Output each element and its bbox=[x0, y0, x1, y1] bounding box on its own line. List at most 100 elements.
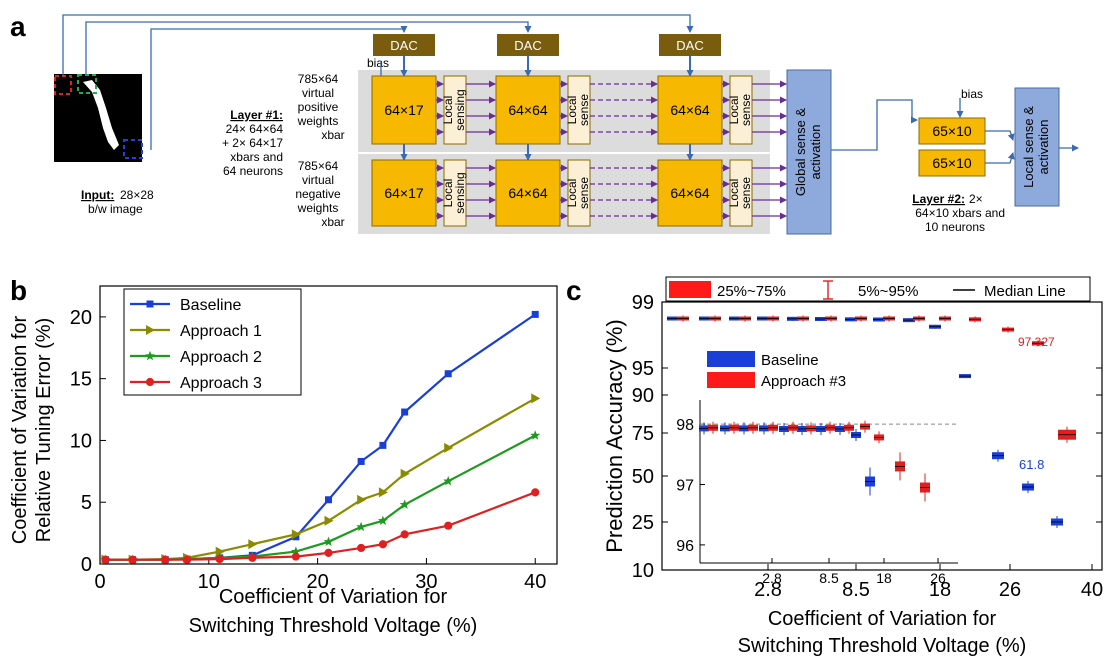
data-point bbox=[161, 555, 170, 564]
x-tick-label: 8.5 bbox=[842, 579, 870, 601]
bias-label: bias bbox=[367, 56, 389, 70]
local-sense-pos-3b: sense bbox=[739, 94, 753, 126]
x-tick-label: 20 bbox=[306, 571, 328, 593]
positive-row: 64×17 Local sensing 64×64 Local sense 64… bbox=[371, 75, 753, 145]
plot-c-inset-legend: Baseline Approach #3 bbox=[707, 351, 846, 390]
legend-iqr: 25%~75% bbox=[717, 283, 786, 300]
panel-b-label: b bbox=[10, 275, 27, 306]
xbar-pos-3: 64×64 bbox=[670, 102, 710, 118]
xbar-neg-2: 64×64 bbox=[508, 185, 548, 201]
dac-3: DAC bbox=[659, 34, 721, 56]
y-tick-label: 75 bbox=[632, 423, 654, 445]
plot-c-ylabel: Prediction Accuracy (%) bbox=[602, 319, 627, 553]
data-point bbox=[531, 310, 539, 318]
y-tick-label: 99 bbox=[632, 292, 654, 314]
local-sensing-neg-b: sensing bbox=[453, 172, 467, 213]
local-sense-pos-3a: Local bbox=[727, 96, 741, 125]
plot-b-xlabel-0: Coefficient of Variation for bbox=[219, 586, 448, 608]
layer2-line-0: 64×10 xbars and bbox=[915, 206, 1005, 220]
data-point bbox=[145, 377, 155, 387]
neg-label-0: 785×64 bbox=[298, 159, 339, 173]
inset-plot: 96 97 98 2.8 8.5 18 26 bbox=[676, 400, 958, 586]
legend-label: Baseline bbox=[180, 297, 241, 314]
layer1-title: Layer #1: bbox=[230, 108, 283, 122]
legend-whisker: 5%~95% bbox=[858, 283, 918, 300]
plot-b-ylabel-1: Relative Tuning Error (%) bbox=[33, 318, 55, 543]
input-caption-2: b/w image bbox=[88, 202, 143, 216]
plot-b-frame bbox=[99, 285, 558, 565]
inset-legend-baseline: Baseline bbox=[761, 352, 819, 369]
l2-sense-line-0: Local sense & bbox=[1021, 106, 1036, 188]
inset-x-tick-label: 26 bbox=[930, 570, 946, 586]
input-caption-bold: Input: bbox=[81, 188, 114, 202]
neg-label-4: xbar bbox=[321, 215, 344, 229]
x-tick-label: 40 bbox=[1081, 579, 1103, 601]
data-point bbox=[444, 370, 452, 378]
pos-label-0: 785×64 bbox=[298, 72, 339, 86]
legend-iqr-swatch bbox=[669, 281, 711, 298]
data-point bbox=[531, 393, 541, 404]
dac-1-label: DAC bbox=[390, 38, 417, 53]
local-sensing-pos-a: Local bbox=[441, 96, 455, 125]
plot-b-ylabel-0: Coefficient of Variation for bbox=[9, 316, 31, 545]
plot-c-xlabel-1: Switching Threshold Voltage (%) bbox=[738, 635, 1027, 657]
sense-connections bbox=[436, 80, 787, 220]
xbar-neg-3: 64×64 bbox=[670, 185, 710, 201]
data-point bbox=[378, 487, 388, 498]
data-point bbox=[379, 441, 387, 449]
layer2-title: Layer #2: bbox=[912, 192, 965, 206]
x-tick-label: 18 bbox=[929, 579, 951, 601]
local-sense-neg-2b: sense bbox=[577, 177, 591, 209]
data-point bbox=[101, 555, 110, 564]
y-tick-label: 25 bbox=[632, 512, 654, 534]
l2-sense-line-1: activation bbox=[1036, 120, 1051, 175]
data-point bbox=[378, 515, 388, 525]
panel-b-chart: b 0 10 20 30 40 0 5 10 15 20 Baseline Approach 1 Ap… bbox=[9, 275, 558, 637]
data-point bbox=[530, 430, 541, 440]
digit-stroke bbox=[83, 80, 119, 150]
y-tick-label: 90 bbox=[632, 385, 654, 407]
input-caption-1: 28×28 bbox=[120, 188, 154, 202]
plot-b-series bbox=[100, 310, 541, 565]
inset-ticks: 96 97 98 2.8 8.5 18 26 bbox=[676, 417, 958, 586]
panel-c-label: c bbox=[566, 275, 582, 306]
data-point bbox=[182, 555, 192, 564]
inset-y-tick-label: 96 bbox=[676, 538, 694, 555]
dac-2-label: DAC bbox=[514, 38, 541, 53]
x-tick-label: 2.8 bbox=[754, 579, 782, 601]
inset-x-tick-label: 8.5 bbox=[819, 570, 839, 586]
inset-legend-approach3-swatch bbox=[707, 372, 755, 388]
legend-label: Approach 2 bbox=[180, 349, 262, 366]
data-point bbox=[444, 521, 453, 530]
global-sense-line-1: activation bbox=[808, 125, 823, 180]
layer1-line-1: + 2× 64×17 bbox=[222, 136, 283, 150]
y-tick-label: 15 bbox=[70, 369, 92, 391]
input-image bbox=[54, 74, 142, 162]
xbar-pos-2: 64×64 bbox=[508, 102, 548, 118]
plot-c-top-legend: 25%~75% 5%~95% Median Line bbox=[665, 276, 1091, 302]
dac-2: DAC bbox=[497, 34, 559, 56]
y-tick-label: 50 bbox=[632, 466, 654, 488]
plot-b-ticks: 0 10 20 30 40 0 5 10 15 20 bbox=[70, 307, 547, 593]
dac-1: DAC bbox=[373, 34, 435, 56]
pos-label-4: xbar bbox=[321, 128, 344, 142]
y-tick-label: 10 bbox=[632, 560, 654, 582]
green-window bbox=[77, 74, 97, 94]
x-tick-label: 30 bbox=[415, 571, 437, 593]
plot-b-legend: Baseline Approach 1 Approach 2 Approach 3 bbox=[123, 288, 302, 396]
global-sense-block bbox=[786, 69, 832, 235]
xbar-pos-1: 64×17 bbox=[384, 102, 424, 118]
annotation-baseline: 61.8 bbox=[1019, 457, 1044, 472]
local-sense-pos-2a: Local bbox=[565, 96, 579, 125]
data-point bbox=[145, 350, 155, 361]
y-tick-label: 5 bbox=[81, 492, 92, 514]
global-sense-line-0: Global sense & bbox=[793, 108, 808, 196]
data-point bbox=[146, 325, 155, 335]
inset-y-tick-label: 97 bbox=[676, 478, 694, 495]
pos-label-1: virtual bbox=[302, 86, 334, 100]
bias2-label: bias bbox=[961, 87, 983, 101]
data-point bbox=[291, 552, 300, 561]
inset-boxes bbox=[699, 420, 930, 502]
x-tick-label: 26 bbox=[999, 579, 1021, 601]
